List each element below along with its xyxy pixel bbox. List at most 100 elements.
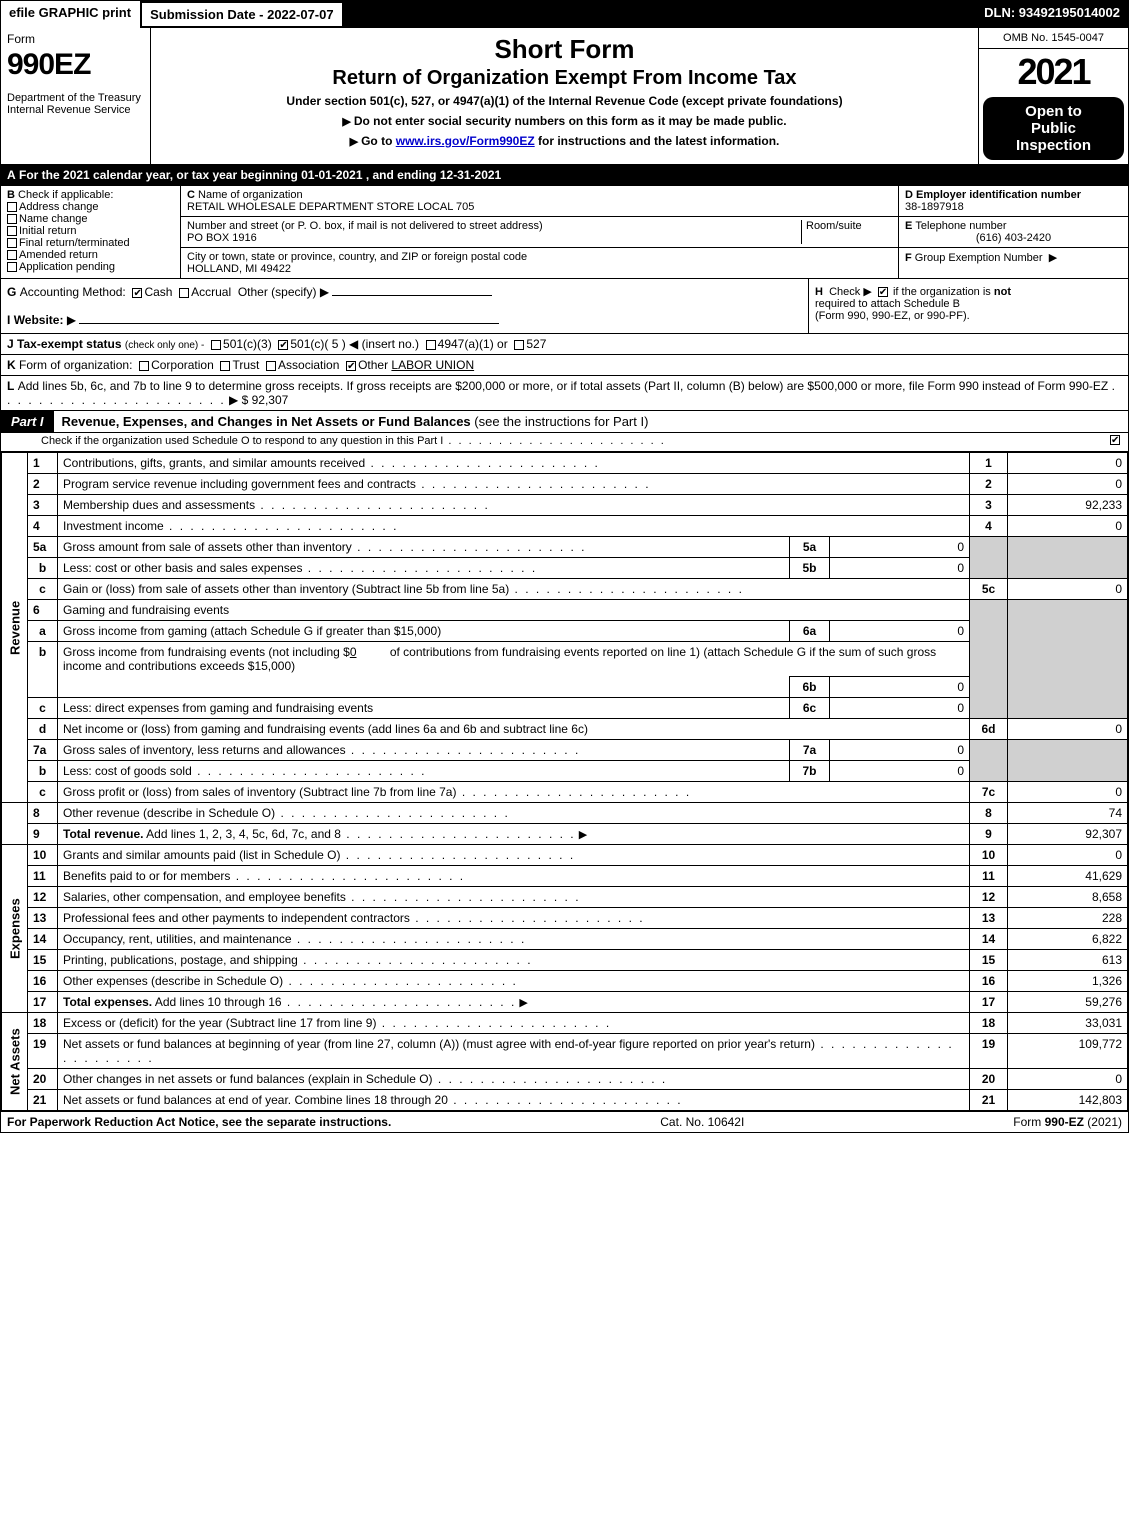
part1-subtitle: Check if the organization used Schedule … (1, 433, 1128, 452)
line5a-value: 0 (830, 537, 970, 558)
line10-value: 0 (1008, 845, 1128, 866)
chk-527[interactable] (514, 340, 524, 350)
dln-label: DLN: 93492195014002 (976, 1, 1128, 28)
form-prefix: Form (7, 32, 144, 46)
box-e: E Telephone number (616) 403-2420 (899, 217, 1128, 248)
line-k: K Form of organization: Corporation Trus… (1, 355, 1128, 376)
chk-schedule-o[interactable] (1110, 435, 1120, 445)
line6a-value: 0 (830, 621, 970, 642)
line6b-value: 0 (830, 677, 970, 698)
line18-value: 33,031 (1008, 1013, 1128, 1034)
org-address: PO BOX 1916 (187, 232, 257, 244)
box-def: D Employer identification number 38-1897… (898, 186, 1128, 278)
top-bar: efile GRAPHIC print Submission Date - 20… (1, 1, 1128, 28)
header-right: OMB No. 1545-0047 2021 Open to Public In… (978, 28, 1128, 164)
phone-value: (616) 403-2420 (905, 232, 1122, 244)
line-l: L Add lines 5b, 6c, and 7b to line 9 to … (1, 376, 1128, 411)
form-title-2: Return of Organization Exempt From Incom… (161, 67, 968, 90)
note-ssn: Do not enter social security numbers on … (161, 114, 968, 128)
page-footer: For Paperwork Reduction Act Notice, see … (1, 1111, 1128, 1132)
line11-value: 41,629 (1008, 866, 1128, 887)
section-expenses: Expenses (2, 845, 28, 1013)
line6d-value: 0 (1008, 719, 1128, 740)
ein-value: 38-1897918 (905, 201, 964, 213)
chk-amended-return[interactable] (7, 250, 17, 260)
line15-value: 613 (1008, 950, 1128, 971)
form-number: 990EZ (7, 48, 144, 82)
line-h: H Check ▶ if the organization is not req… (808, 279, 1128, 333)
line-g-h: G Accounting Method: Cash Accrual Other … (1, 279, 1128, 334)
line2-value: 0 (1008, 474, 1128, 495)
form-subtitle: Under section 501(c), 527, or 4947(a)(1)… (161, 94, 968, 108)
chk-501c[interactable] (278, 340, 288, 350)
room-suite: Room/suite (802, 220, 892, 244)
form-header: Form 990EZ Department of the Treasury In… (1, 28, 1128, 165)
part1-title: Revenue, Expenses, and Changes in Net As… (54, 411, 1128, 432)
chk-4947[interactable] (426, 340, 436, 350)
chk-cash[interactable] (132, 288, 142, 298)
line19-value: 109,772 (1008, 1034, 1128, 1069)
line9-value: 92,307 (1008, 824, 1128, 845)
chk-address-change[interactable] (7, 202, 17, 212)
line-g: G Accounting Method: Cash Accrual Other … (1, 279, 808, 333)
box-b: B Check if applicable: Address change Na… (1, 186, 181, 278)
identity-grid: B Check if applicable: Address change Na… (1, 186, 1128, 279)
line16-value: 1,326 (1008, 971, 1128, 992)
city-row: City or town, state or province, country… (181, 248, 898, 278)
line-j: J Tax-exempt status (check only one) - 5… (1, 334, 1128, 355)
line7b-value: 0 (830, 761, 970, 782)
section-revenue: Revenue (2, 453, 28, 803)
part1-table: Revenue 1 Contributions, gifts, grants, … (1, 452, 1128, 1111)
line4-value: 0 (1008, 516, 1128, 537)
form-990ez: efile GRAPHIC print Submission Date - 20… (0, 0, 1129, 1133)
line7c-value: 0 (1008, 782, 1128, 803)
chk-accrual[interactable] (179, 288, 189, 298)
line17-value: 59,276 (1008, 992, 1128, 1013)
org-name-row: C Name of organization RETAIL WHOLESALE … (181, 186, 898, 217)
chk-no-schedule-b[interactable] (878, 287, 888, 297)
dept-line2: Internal Revenue Service (7, 104, 144, 116)
other-org-value: LABOR UNION (391, 358, 474, 372)
chk-trust[interactable] (220, 361, 230, 371)
submission-date: Submission Date - 2022-07-07 (140, 1, 344, 28)
line-a: A For the 2021 calendar year, or tax yea… (1, 165, 1128, 186)
box-d: D Employer identification number 38-1897… (899, 186, 1128, 217)
part1-header: Part I Revenue, Expenses, and Changes in… (1, 411, 1128, 433)
line20-value: 0 (1008, 1069, 1128, 1090)
box-c: C Name of organization RETAIL WHOLESALE … (181, 186, 898, 278)
box-f: F Group Exemption Number ▶ (899, 248, 1128, 267)
line6c-value: 0 (830, 698, 970, 719)
dept-line1: Department of the Treasury (7, 92, 144, 104)
address-row: Number and street (or P. O. box, if mail… (181, 217, 898, 248)
line13-value: 228 (1008, 908, 1128, 929)
section-netassets: Net Assets (2, 1013, 28, 1111)
line1-value: 0 (1008, 453, 1128, 474)
chk-assoc[interactable] (266, 361, 276, 371)
tax-year: 2021 (979, 49, 1128, 95)
org-city: HOLLAND, MI 49422 (187, 263, 291, 275)
chk-other-org[interactable] (346, 361, 356, 371)
line21-value: 142,803 (1008, 1090, 1128, 1111)
gross-receipts: $ 92,307 (242, 393, 289, 407)
form-title-1: Short Form (161, 34, 968, 65)
chk-initial-return[interactable] (7, 226, 17, 236)
part1-label: Part I (1, 411, 54, 432)
footer-left: For Paperwork Reduction Act Notice, see … (7, 1115, 391, 1129)
irs-link[interactable]: www.irs.gov/Form990EZ (396, 134, 535, 148)
omb-number: OMB No. 1545-0047 (979, 28, 1128, 49)
chk-name-change[interactable] (7, 214, 17, 224)
chk-corp[interactable] (139, 361, 149, 371)
line12-value: 8,658 (1008, 887, 1128, 908)
line3-value: 92,233 (1008, 495, 1128, 516)
org-name: RETAIL WHOLESALE DEPARTMENT STORE LOCAL … (187, 201, 474, 213)
line8-value: 74 (1008, 803, 1128, 824)
note-link: Go to www.irs.gov/Form990EZ for instruct… (161, 134, 968, 148)
chk-application-pending[interactable] (7, 262, 17, 272)
efile-label: efile GRAPHIC print (1, 1, 140, 28)
line7a-value: 0 (830, 740, 970, 761)
open-to-public: Open to Public Inspection (983, 97, 1124, 160)
line5b-value: 0 (830, 558, 970, 579)
chk-501c3[interactable] (211, 340, 221, 350)
chk-final-return[interactable] (7, 238, 17, 248)
line14-value: 6,822 (1008, 929, 1128, 950)
